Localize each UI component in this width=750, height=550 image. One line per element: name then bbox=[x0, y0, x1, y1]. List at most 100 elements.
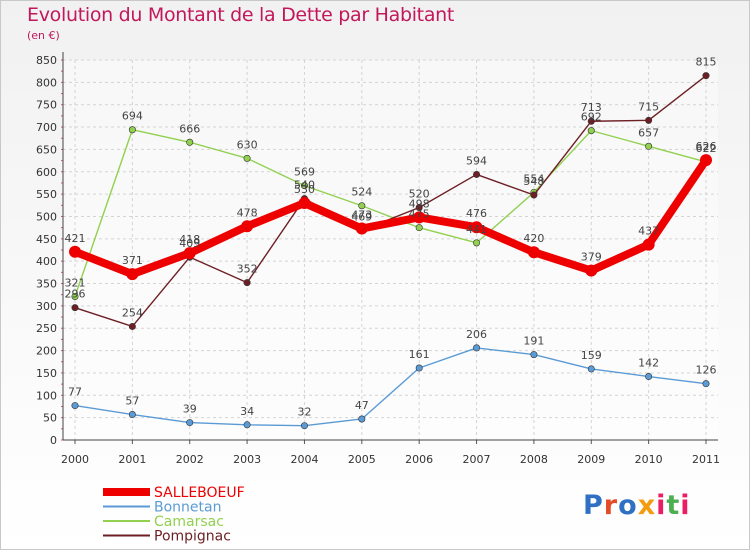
data-label-pompignac: 409 bbox=[179, 237, 200, 250]
data-label-camarsac: 524 bbox=[351, 186, 372, 199]
data-label-bonnetan: 159 bbox=[581, 349, 602, 362]
legend-label-pompignac: Pompignac bbox=[154, 529, 231, 545]
data-point-salleboeuf bbox=[413, 211, 426, 224]
data-label-camarsac: 657 bbox=[638, 126, 659, 139]
data-label-pompignac: 520 bbox=[409, 188, 430, 201]
legend-label-bonnetan: Bonnetan bbox=[154, 500, 221, 516]
x-tick-label: 2007 bbox=[463, 453, 491, 466]
series-line-bonnetan bbox=[74, 347, 707, 427]
data-label-salleboeuf: 478 bbox=[237, 206, 258, 219]
y-tick-label: 800 bbox=[36, 76, 57, 89]
legend-label-camarsac: Camarsac bbox=[154, 514, 224, 530]
logo-letter: i bbox=[680, 490, 691, 521]
data-point-pompignac bbox=[587, 117, 595, 125]
x-tick-label: 2006 bbox=[405, 453, 433, 466]
data-point-camarsac bbox=[186, 138, 194, 146]
y-tick-label: 750 bbox=[36, 99, 57, 112]
data-label-bonnetan: 191 bbox=[523, 335, 544, 348]
y-tick-label: 700 bbox=[36, 121, 57, 134]
data-label-salleboeuf: 473 bbox=[351, 209, 372, 222]
y-tick-label: 300 bbox=[36, 300, 57, 313]
data-point-camarsac bbox=[128, 126, 136, 134]
x-tick-label: 2008 bbox=[520, 453, 548, 466]
data-label-camarsac: 666 bbox=[179, 122, 200, 135]
y-tick-label: 0 bbox=[50, 434, 57, 447]
data-point-salleboeuf bbox=[585, 264, 598, 277]
data-label-camarsac: 554 bbox=[523, 172, 544, 185]
data-label-salleboeuf: 371 bbox=[122, 254, 143, 267]
data-point-camarsac bbox=[243, 154, 251, 162]
x-tick-label: 2011 bbox=[692, 453, 720, 466]
logo-letter: t bbox=[666, 490, 681, 521]
data-point-camarsac bbox=[645, 142, 653, 150]
data-point-salleboeuf bbox=[298, 197, 311, 210]
plot-area bbox=[63, 60, 718, 440]
data-point-camarsac bbox=[415, 224, 423, 232]
data-point-bonnetan bbox=[71, 402, 79, 410]
data-point-salleboeuf bbox=[700, 154, 712, 167]
logo-letter: o bbox=[618, 490, 638, 521]
data-label-pompignac: 296 bbox=[65, 288, 86, 301]
data-label-pompignac: 548 bbox=[523, 175, 544, 188]
data-point-pompignac bbox=[530, 191, 538, 199]
data-point-bonnetan bbox=[530, 351, 538, 359]
grid-lines bbox=[63, 59, 718, 441]
data-label-salleboeuf: 530 bbox=[294, 183, 315, 196]
y-tick-label: 250 bbox=[36, 322, 57, 335]
data-point-salleboeuf bbox=[642, 238, 655, 251]
data-label-bonnetan: 126 bbox=[696, 364, 717, 377]
data-label-camarsac: 630 bbox=[237, 138, 258, 151]
data-label-pompignac: 352 bbox=[237, 263, 258, 276]
data-point-bonnetan bbox=[358, 415, 366, 423]
data-label-bonnetan: 32 bbox=[297, 406, 311, 419]
data-point-camarsac bbox=[473, 239, 481, 247]
data-point-pompignac bbox=[243, 279, 251, 287]
data-label-pompignac: 254 bbox=[122, 306, 143, 319]
data-label-bonnetan: 39 bbox=[183, 403, 197, 416]
data-point-camarsac bbox=[358, 202, 366, 210]
data-point-pompignac bbox=[71, 304, 79, 312]
data-point-salleboeuf bbox=[470, 221, 483, 234]
data-label-camarsac: 692 bbox=[581, 111, 602, 124]
data-label-camarsac: 569 bbox=[294, 166, 315, 179]
data-point-bonnetan bbox=[128, 411, 136, 419]
proxiti-logo: Proxiti bbox=[583, 490, 691, 521]
y-tick-label: 600 bbox=[36, 166, 57, 179]
data-point-salleboeuf bbox=[183, 247, 196, 260]
y-tick-label: 200 bbox=[36, 345, 57, 358]
y-tick-label: 400 bbox=[36, 255, 57, 268]
data-label-pompignac: 469 bbox=[351, 210, 372, 223]
y-tick-label: 100 bbox=[36, 389, 57, 402]
data-point-bonnetan bbox=[702, 380, 710, 388]
data-label-salleboeuf: 498 bbox=[409, 197, 430, 210]
data-label-bonnetan: 34 bbox=[240, 405, 254, 418]
data-label-salleboeuf: 626 bbox=[696, 140, 717, 153]
data-label-pompignac: 815 bbox=[696, 56, 717, 69]
data-label-camarsac: 441 bbox=[466, 223, 487, 236]
data-point-camarsac bbox=[300, 182, 308, 190]
data-label-bonnetan: 47 bbox=[355, 399, 369, 412]
data-label-pompignac: 713 bbox=[581, 101, 602, 114]
data-label-salleboeuf: 379 bbox=[581, 251, 602, 264]
data-label-bonnetan: 161 bbox=[409, 348, 430, 361]
data-point-pompignac bbox=[128, 322, 136, 330]
y-tick-label: 500 bbox=[36, 210, 57, 223]
data-label-salleboeuf: 476 bbox=[466, 207, 487, 220]
y-tick-label: 150 bbox=[36, 367, 57, 380]
data-point-pompignac bbox=[415, 204, 423, 212]
y-tick-label: 350 bbox=[36, 278, 57, 291]
series-line-camarsac bbox=[74, 129, 707, 298]
data-point-camarsac bbox=[71, 292, 79, 300]
data-point-bonnetan bbox=[473, 344, 481, 352]
x-tick-label: 2010 bbox=[635, 453, 663, 466]
data-label-camarsac: 321 bbox=[65, 276, 86, 289]
data-point-salleboeuf bbox=[355, 222, 368, 235]
data-point-bonnetan bbox=[243, 421, 251, 429]
x-tick-label: 2005 bbox=[348, 453, 376, 466]
chart-subtitle: (en €) bbox=[27, 29, 60, 42]
data-label-bonnetan: 142 bbox=[638, 357, 659, 370]
logo-letter: x bbox=[637, 490, 657, 521]
data-label-camarsac: 622 bbox=[696, 142, 717, 155]
x-tick-label: 2001 bbox=[118, 453, 146, 466]
